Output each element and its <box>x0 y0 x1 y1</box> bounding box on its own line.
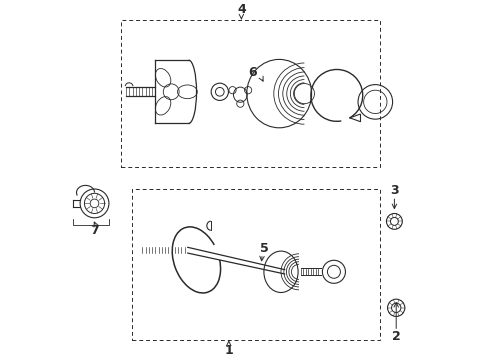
Bar <box>121 20 380 167</box>
Text: 3: 3 <box>390 184 399 197</box>
Text: 1: 1 <box>224 345 233 357</box>
Text: 6: 6 <box>248 66 256 78</box>
Bar <box>132 189 380 340</box>
Text: 2: 2 <box>392 330 401 343</box>
Text: 7: 7 <box>90 224 99 237</box>
Text: 5: 5 <box>260 242 269 255</box>
Text: 4: 4 <box>237 3 246 15</box>
